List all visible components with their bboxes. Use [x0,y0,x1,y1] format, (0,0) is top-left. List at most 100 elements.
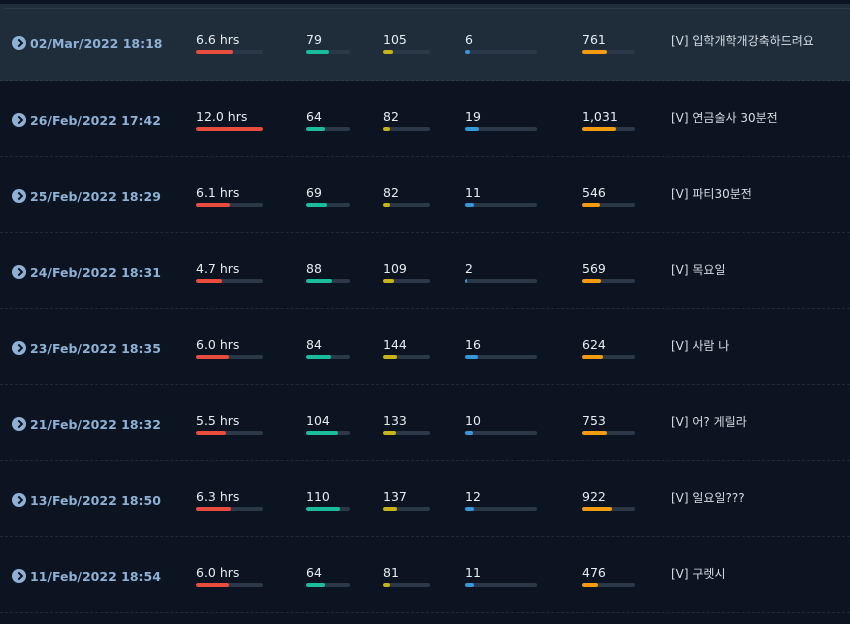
hours-bar-fill [196,355,229,359]
hours-bar-fill [196,583,229,587]
hours-bar-fill [196,507,231,511]
metric-b-value: 144 [383,337,407,352]
hours-bar-fill [196,431,227,435]
metric-d: 1,031 [582,109,635,131]
metric-d-bar [582,355,635,359]
hours-metric: 6.3 hrs [196,489,263,511]
stream-title: [V] 입학개학개강축하드려요 [671,34,814,48]
metric-b: 81 [383,565,430,587]
metric-a-value: 69 [306,185,322,200]
metric-a-bar [306,583,350,587]
stream-row: 26/Feb/2022 17:42 12.0 hrs 64 82 19 1,03… [0,81,850,157]
circle-chevron-right-icon [12,36,26,50]
metric-c-value: 11 [465,185,481,200]
metric-a-value: 104 [306,413,330,428]
metric-d: 753 [582,413,635,435]
hours-value: 6.3 hrs [196,489,240,504]
stream-title: [V] 사람 나 [671,339,730,353]
metric-d-bar [582,50,635,54]
stream-date: 23/Feb/2022 18:35 [30,340,161,356]
stream-row: 13/Feb/2022 18:50 6.3 hrs 110 137 12 922… [0,461,850,537]
stream-date-link[interactable]: 26/Feb/2022 17:42 [12,111,161,129]
metric-b: 144 [383,337,430,359]
metric-b-value: 82 [383,185,399,200]
metric-b-bar-fill [383,507,397,511]
metric-d-value: 753 [582,413,606,428]
stream-date-link[interactable]: 21/Feb/2022 18:32 [12,415,161,433]
metric-d-value: 476 [582,565,606,580]
metric-b-bar-fill [383,355,398,359]
metric-b-value: 82 [383,109,399,124]
metric-a-value: 64 [306,565,322,580]
metric-d-bar-fill [582,127,616,131]
metric-c-bar-fill [465,355,478,359]
stream-date-link[interactable]: 02/Mar/2022 18:18 [12,34,163,52]
metric-d-value: 922 [582,489,606,504]
metric-d: 546 [582,185,635,207]
metric-a-value: 64 [306,109,322,124]
stream-date-link[interactable]: 13/Feb/2022 18:50 [12,491,161,509]
metric-b-bar-fill [383,431,397,435]
stream-date: 25/Feb/2022 18:29 [30,188,161,204]
metric-b-bar-fill [383,50,394,54]
metric-b-bar [383,507,430,511]
hours-bar [196,203,263,207]
circle-chevron-right-icon [12,417,26,431]
hours-value: 12.0 hrs [196,109,248,124]
stream-date-link[interactable]: 25/Feb/2022 18:29 [12,187,161,205]
hours-metric: 6.1 hrs [196,185,263,207]
metric-d: 922 [582,489,635,511]
metric-a: 84 [306,337,350,359]
metric-b-bar [383,583,430,587]
hours-value: 6.1 hrs [196,185,240,200]
metric-c-bar [465,355,537,359]
hours-value: 4.7 hrs [196,261,240,276]
metric-a-value: 84 [306,337,322,352]
metric-a-bar-fill [306,279,332,283]
circle-chevron-right-icon [12,341,26,355]
stream-date-link[interactable]: 24/Feb/2022 18:31 [12,263,161,281]
metric-c-bar-fill [465,583,474,587]
metric-a-bar [306,50,350,54]
hours-bar-fill [196,279,223,283]
metric-a-value: 79 [306,32,322,47]
stream-row: 24/Feb/2022 18:31 4.7 hrs 88 109 2 569 [… [0,233,850,309]
metric-a-bar [306,127,350,131]
hours-bar [196,431,263,435]
metric-b: 82 [383,109,430,131]
metric-a: 64 [306,109,350,131]
metric-a-bar-fill [306,127,325,131]
metric-c-bar [465,279,537,283]
metric-a-value: 88 [306,261,322,276]
metric-c: 2 [465,261,537,283]
metric-c-bar [465,50,537,54]
stream-title: [V] 연금술사 30분전 [671,111,778,125]
metric-a: 104 [306,413,350,435]
metric-a-bar [306,279,350,283]
circle-chevron-right-icon [12,569,26,583]
metric-a-bar [306,507,350,511]
metric-c: 6 [465,32,537,54]
hours-bar [196,355,263,359]
metric-b: 133 [383,413,430,435]
metric-b-bar-fill [383,279,394,283]
metric-c: 16 [465,337,537,359]
metric-d-bar-fill [582,50,607,54]
hours-bar-fill [196,203,230,207]
metric-a: 64 [306,565,350,587]
metric-d-bar [582,203,635,207]
stream-date: 26/Feb/2022 17:42 [30,112,161,128]
metric-d-bar [582,431,635,435]
metric-c-bar-fill [465,203,474,207]
metric-a: 88 [306,261,350,283]
metric-a-bar-fill [306,50,329,54]
metric-d-value: 546 [582,185,606,200]
stream-date: 11/Feb/2022 18:54 [30,568,161,584]
stream-row: 25/Feb/2022 18:29 6.1 hrs 69 82 11 546 [… [0,157,850,233]
stream-date-link[interactable]: 23/Feb/2022 18:35 [12,339,161,357]
stream-date-link[interactable]: 11/Feb/2022 18:54 [12,567,161,585]
metric-c: 11 [465,565,537,587]
hours-value: 6.0 hrs [196,565,240,580]
hours-metric: 12.0 hrs [196,109,263,131]
metric-b-value: 133 [383,413,407,428]
